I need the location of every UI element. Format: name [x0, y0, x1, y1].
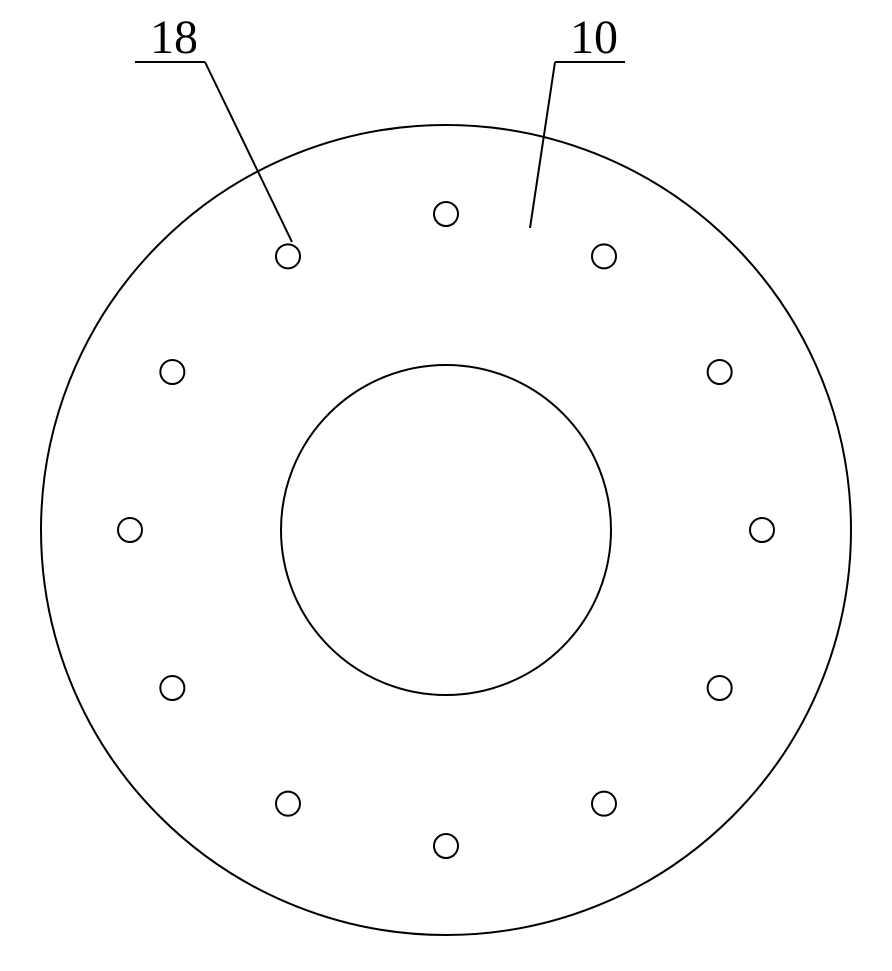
bolt-hole	[434, 202, 458, 226]
bolt-hole	[592, 244, 616, 268]
bolt-hole	[276, 792, 300, 816]
leader-diag-10	[530, 62, 555, 228]
bolt-hole	[592, 792, 616, 816]
outer-circle	[41, 125, 851, 935]
bolt-hole	[160, 676, 184, 700]
callout-label-18: 18	[150, 10, 198, 65]
flange-diagram	[0, 0, 892, 971]
bolt-hole	[118, 518, 142, 542]
callout-label-10: 10	[570, 10, 618, 65]
bolt-hole	[434, 834, 458, 858]
bolt-hole	[708, 676, 732, 700]
bolt-hole	[750, 518, 774, 542]
bolt-hole	[276, 244, 300, 268]
bolt-hole	[708, 360, 732, 384]
inner-circle	[281, 365, 611, 695]
leader-diag-18	[205, 62, 292, 242]
bolt-hole	[160, 360, 184, 384]
